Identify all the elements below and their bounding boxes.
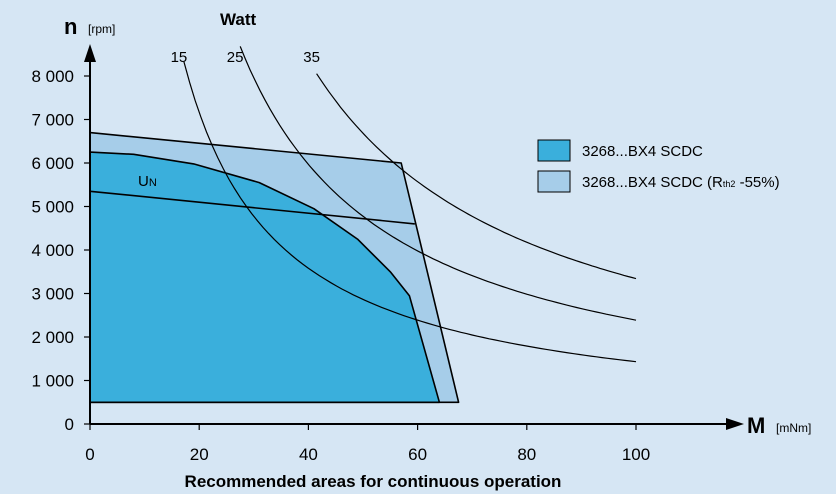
y-tick-label: 5 000 [31,198,74,217]
x-tick-label: 0 [85,445,94,464]
axes [84,44,744,430]
area-standard [89,151,441,404]
rated-voltage-line [89,190,415,225]
power-curve-35 [316,73,637,280]
x-axis-arrow [726,418,744,430]
tick-labels: 0 20 40 60 80 100 0 1 000 2 000 3 000 4 000 5 000 6 … [31,67,650,464]
x-tick-label: 60 [408,445,427,464]
y-tick-label: 4 000 [31,241,74,260]
legend-swatch-standard [537,139,571,162]
chart-lines [89,46,637,363]
y-tick-label: 3 000 [31,285,74,304]
watt-label-15: 15 [171,49,188,66]
rated-voltage-label: UN [138,173,157,190]
x-tick-label: 100 [622,445,650,464]
rated-voltage-sub: N [149,177,157,189]
x-tick-label: 40 [299,445,318,464]
x-axis-label: M [747,413,765,438]
y-axis-label: n [64,14,77,39]
x-tick-label: 20 [190,445,209,464]
y-tick-label: 2 000 [31,328,74,347]
rated-voltage-main: U [138,173,149,190]
legend-label-extended: 3268...BX4 SCDC (Rth2 -55%) [582,174,780,191]
y-axis-arrow [84,44,96,62]
y-tick-label: 8 000 [31,67,74,86]
watt-label-35: 35 [303,49,320,66]
y-tick-label: 1 000 [31,372,74,391]
x-axis-unit: [mNm] [776,421,811,435]
watt-label-25: 25 [227,49,244,66]
power-curve-25 [239,46,637,321]
y-tick-label: 0 [65,415,74,434]
y-axis-unit: [rpm] [88,22,115,36]
watt-title: Watt [220,10,257,29]
legend-label-standard: 3268...BX4 SCDC [582,143,703,160]
legend-swatch-extended [537,170,571,193]
watt-labels: 15 25 35 [171,49,320,66]
chart-caption: Recommended areas for continuous operati… [185,472,562,491]
power-curve-15 [183,61,637,363]
legend: 3268...BX4 SCDC 3268...BX4 SCDC (Rth2 -5… [537,139,780,193]
y-tick-label: 6 000 [31,154,74,173]
x-tick-label: 80 [517,445,536,464]
y-tick-label: 7 000 [31,111,74,130]
